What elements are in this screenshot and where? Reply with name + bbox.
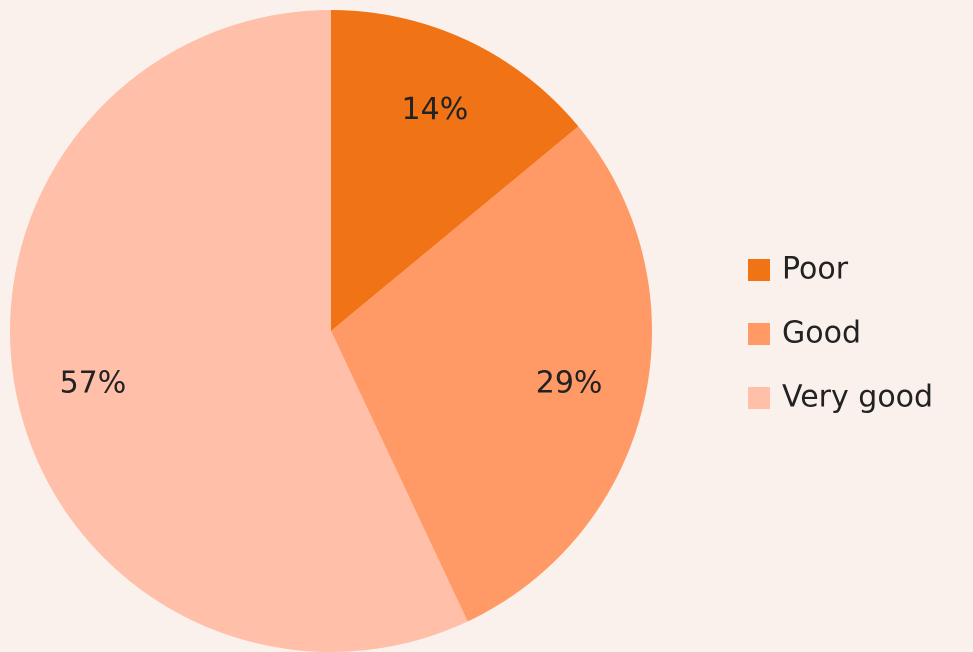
pie-slice	[331, 126, 653, 622]
data-label: 29%	[536, 366, 603, 401]
legend-swatch	[748, 259, 770, 281]
legend-swatch	[748, 387, 770, 409]
pie-slice	[9, 10, 468, 652]
data-label: 14%	[402, 92, 469, 127]
legend-label: Poor	[782, 252, 849, 287]
legend-label: Good	[782, 316, 861, 351]
pie-slice	[331, 10, 579, 331]
legend-label: Very good	[782, 380, 933, 415]
legend-swatch	[748, 323, 770, 345]
data-label: 57%	[60, 366, 127, 401]
